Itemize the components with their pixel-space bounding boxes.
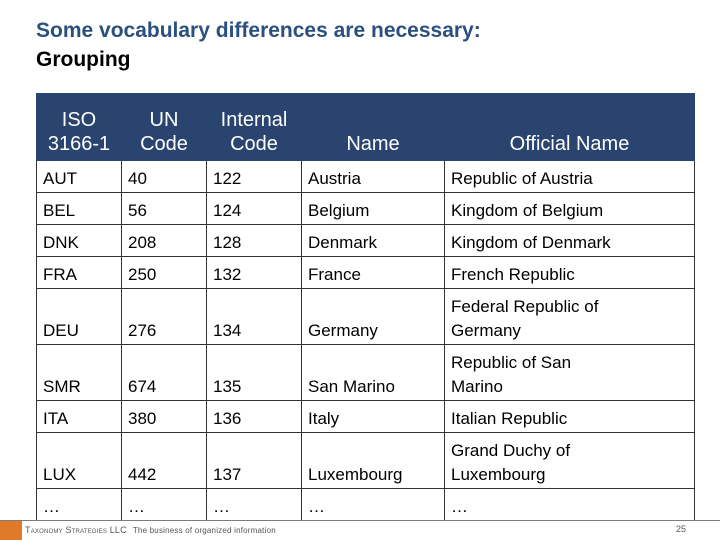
table-row: AUT 40 122 Austria Republic of Austria <box>36 160 695 193</box>
company-tagline: The business of organized information <box>132 526 276 535</box>
column-header-name: Name <box>301 93 445 161</box>
footer-divider <box>0 520 720 521</box>
table-row: BEL 56 124 Belgium Kingdom of Belgium <box>36 192 695 225</box>
column-header-un-code: UN Code <box>121 93 207 161</box>
official-name-line: Marino <box>451 377 503 396</box>
cell-internal: 137 <box>206 432 302 489</box>
cell-un: 56 <box>121 192 207 225</box>
column-header-line: 3166-1 <box>47 133 111 155</box>
cell-official-name: Kingdom of Denmark <box>444 224 695 257</box>
cell-internal: 122 <box>206 160 302 193</box>
cell-name: San Marino <box>301 344 445 401</box>
table-row: FRA 250 132 France French Republic <box>36 256 695 289</box>
page-number: 25 <box>675 524 686 534</box>
official-name-line: Germany <box>451 321 521 340</box>
cell-iso: FRA <box>36 256 122 289</box>
cell-iso: LUX <box>36 432 122 489</box>
cell-official-name: Republic of San Marino <box>444 344 695 401</box>
company-name: Taxonomy Strategies LLC <box>25 525 127 535</box>
official-name-line: … <box>451 497 468 516</box>
official-name-line: Kingdom of Denmark <box>451 233 611 252</box>
cell-internal: 124 <box>206 192 302 225</box>
column-header-iso-code: ISO 3166-1 <box>36 93 122 161</box>
cell-internal: … <box>206 488 302 521</box>
column-header-line: ISO <box>61 109 97 131</box>
slide-title-line-2: Grouping <box>36 48 131 71</box>
official-name-line: Republic of San <box>451 353 572 372</box>
cell-un: 250 <box>121 256 207 289</box>
table-header: ISO 3166-1 UN Code Internal Code Name Official … <box>36 93 695 161</box>
cell-internal: 135 <box>206 344 302 401</box>
table-row: DNK 208 128 Denmark Kingdom of Denmark <box>36 224 695 257</box>
cell-name: Luxembourg <box>301 432 445 489</box>
column-header-line: Official Name <box>509 133 630 155</box>
cell-internal: 132 <box>206 256 302 289</box>
table-row: SMR 674 135 San Marino Republic of San Marino <box>36 344 695 401</box>
official-name-line: Italian Republic <box>451 409 568 428</box>
slide-footer: Taxonomy Strategies LLC The business of o… <box>0 520 720 540</box>
vocabulary-table: ISO 3166-1 UN Code Internal Code Name Official … <box>36 93 695 521</box>
cell-internal: 134 <box>206 288 302 345</box>
column-header-official-name: Official Name <box>444 93 695 161</box>
cell-un: 276 <box>121 288 207 345</box>
cell-name: Germany <box>301 288 445 345</box>
official-name-line: Luxembourg <box>451 465 546 484</box>
cell-iso: ITA <box>36 400 122 433</box>
column-header-line: UN <box>149 109 179 131</box>
official-name-line: French Republic <box>451 265 575 284</box>
cell-name: Austria <box>301 160 445 193</box>
footer-company: Taxonomy Strategies LLC The business of o… <box>25 525 276 535</box>
cell-un: 208 <box>121 224 207 257</box>
cell-name: France <box>301 256 445 289</box>
cell-iso: AUT <box>36 160 122 193</box>
cell-official-name: Grand Duchy of Luxembourg <box>444 432 695 489</box>
cell-name: Italy <box>301 400 445 433</box>
cell-name: Denmark <box>301 224 445 257</box>
table-header-row: ISO 3166-1 UN Code Internal Code Name Official … <box>36 93 695 161</box>
cell-un: 40 <box>121 160 207 193</box>
column-header-line: Name <box>346 133 400 155</box>
cell-un: 674 <box>121 344 207 401</box>
cell-official-name: … <box>444 488 695 521</box>
cell-internal: 128 <box>206 224 302 257</box>
table-row: …………… <box>36 488 695 521</box>
cell-name: … <box>301 488 445 521</box>
table-body: AUT 40 122 Austria Republic of Austria BEL 56 1… <box>36 160 695 521</box>
cell-official-name: Republic of Austria <box>444 160 695 193</box>
cell-iso: SMR <box>36 344 122 401</box>
official-name-line: Federal Republic of <box>451 297 599 316</box>
official-name-line: Kingdom of Belgium <box>451 201 604 220</box>
cell-iso: … <box>36 488 122 521</box>
cell-official-name: French Republic <box>444 256 695 289</box>
column-header-internal-code: Internal Code <box>206 93 302 161</box>
cell-un: … <box>121 488 207 521</box>
cell-official-name: Kingdom of Belgium <box>444 192 695 225</box>
table-row: LUX 442 137 Luxembourg Grand Duchy of Luxembo… <box>36 432 695 489</box>
cell-iso: DNK <box>36 224 122 257</box>
official-name-line: Grand Duchy of <box>451 441 571 460</box>
slide-title-line-1: Some vocabulary differences are necessar… <box>36 19 481 42</box>
official-name-line: Republic of Austria <box>451 169 593 188</box>
cell-un: 442 <box>121 432 207 489</box>
cell-official-name: Federal Republic of Germany <box>444 288 695 345</box>
table-row: ITA 380 136 Italy Italian Republic <box>36 400 695 433</box>
column-header-line: Code <box>140 133 188 155</box>
cell-official-name: Italian Republic <box>444 400 695 433</box>
company-logo-icon <box>0 521 22 540</box>
slide-title: Some vocabulary differences are necessar… <box>36 16 696 74</box>
cell-un: 380 <box>121 400 207 433</box>
cell-iso: DEU <box>36 288 122 345</box>
column-header-line: Internal <box>220 109 288 131</box>
table-row: DEU 276 134 Germany Federal Republic of Germa… <box>36 288 695 345</box>
cell-internal: 136 <box>206 400 302 433</box>
cell-iso: BEL <box>36 192 122 225</box>
cell-name: Belgium <box>301 192 445 225</box>
column-header-line: Code <box>230 133 278 155</box>
